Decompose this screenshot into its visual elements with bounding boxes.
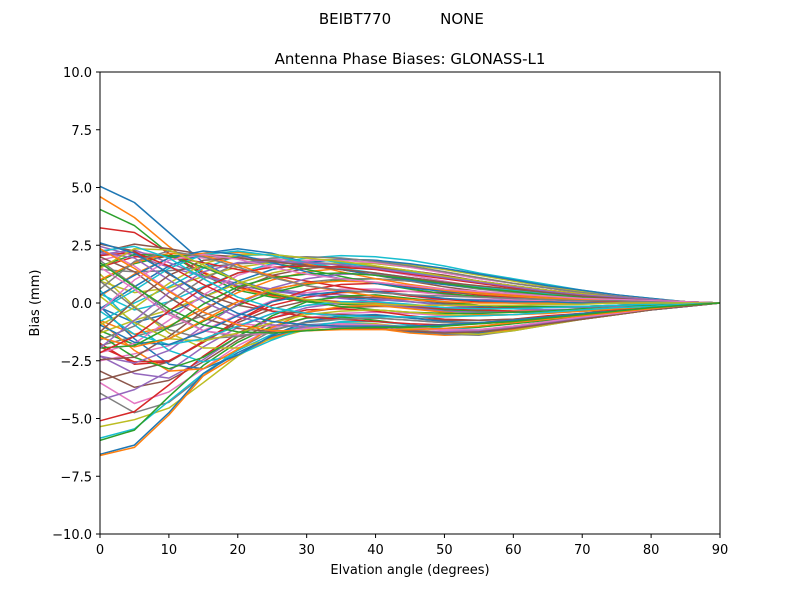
- x-tick-label: 60: [505, 543, 522, 558]
- x-tick-label: 30: [298, 543, 315, 558]
- x-axis-ticks: 0 10 20 30 40 50 60 70 80 90: [96, 534, 728, 558]
- x-tick-label: 50: [436, 543, 453, 558]
- y-tick-label: 2.5: [71, 239, 92, 254]
- x-axis-label: Elvation angle (degrees): [330, 563, 489, 578]
- x-tick-label: 70: [574, 543, 591, 558]
- y-tick-label: 0.0: [71, 297, 92, 312]
- series-line-41: [99, 302, 721, 372]
- y-tick-label: 5.0: [71, 182, 92, 197]
- suptitle-radome: NONE: [440, 10, 484, 28]
- y-tick-label: 7.5: [71, 124, 92, 139]
- y-axis-label: Bias (mm): [28, 270, 43, 337]
- y-tick-label: −10.0: [52, 528, 92, 543]
- series-line-66: [99, 253, 721, 312]
- x-tick-label: 80: [643, 543, 660, 558]
- y-tick-label: 10.0: [63, 66, 92, 81]
- series-line-69: [99, 245, 721, 318]
- x-tick-label: 90: [712, 543, 729, 558]
- chart-title: Antenna Phase Biases: GLONASS-L1: [275, 50, 546, 68]
- y-tick-label: −2.5: [60, 355, 92, 370]
- series-line-59: [99, 301, 720, 346]
- series-layer: [99, 185, 721, 457]
- series-line-43: [99, 282, 720, 363]
- x-tick-label: 10: [161, 543, 178, 558]
- series-line-23: [99, 302, 721, 422]
- suptitle-antenna: BEIBT770: [319, 10, 391, 28]
- series-line-65: [99, 257, 721, 333]
- series-line-72: [99, 261, 721, 334]
- y-axis-ticks: −10.0 −7.5 −5.0 −2.5 0.0 2.5 5.0 7.5 10.0: [52, 66, 100, 543]
- y-tick-label: −7.5: [60, 470, 92, 485]
- series-line-71: [99, 248, 721, 332]
- series-line-64: [99, 260, 721, 349]
- series-line-67: [99, 250, 720, 304]
- y-tick-label: −5.0: [60, 413, 92, 428]
- series-line-55: [99, 256, 721, 334]
- series-line-68: [99, 247, 720, 307]
- x-tick-label: 40: [367, 543, 384, 558]
- x-tick-label: 0: [96, 543, 104, 558]
- x-tick-label: 20: [230, 543, 247, 558]
